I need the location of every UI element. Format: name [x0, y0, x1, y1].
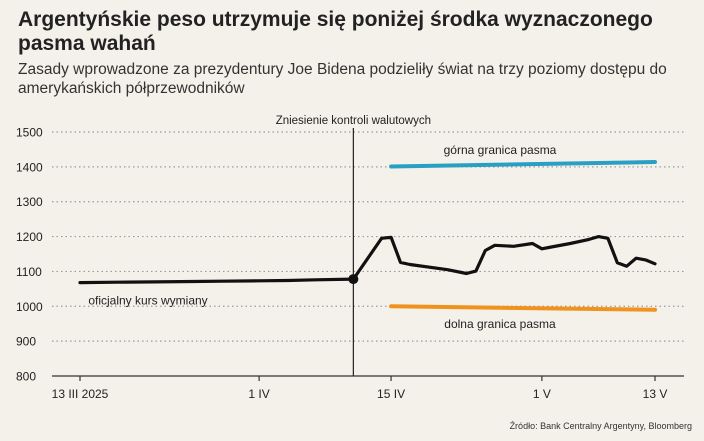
series-line-rate [78, 235, 657, 285]
y-tick-label: 1300 [16, 195, 43, 209]
y-tick-label: 1500 [16, 126, 43, 140]
chart-title: Argentyńskie peso utrzymuje się poniżej … [18, 8, 653, 55]
chart-subtitle: Zasady wprowadzone za prezydentury Joe B… [18, 61, 667, 97]
x-tick-label: 15 IV [377, 387, 405, 401]
x-tick-label: 13 III 2025 [52, 387, 109, 401]
x-axis: 13 III 2025 1 IV 15 IV 1 V 13 V [52, 375, 684, 401]
series-labels: oficjalny kurs wymiany górna granica pasm… [88, 143, 556, 331]
x-tick-label: 1 V [533, 387, 551, 401]
x-tick-label: 13 V [643, 387, 668, 401]
series-line-upper [389, 160, 657, 169]
annotation-label: Zniesienie kontroli walutowych [276, 115, 431, 127]
series-lines [78, 160, 657, 312]
grid-lines [52, 131, 684, 342]
y-tick-label: 1400 [16, 160, 43, 174]
y-tick-label: 1200 [16, 230, 43, 244]
y-tick-label: 800 [16, 370, 36, 384]
y-tick-label: 900 [16, 335, 36, 349]
annotation: Zniesienie kontroli walutowych [276, 115, 431, 376]
series-label-upper: górna granica pasma [444, 143, 557, 157]
x-tick-label: 1 IV [248, 387, 269, 401]
y-axis-ticks: 800 900 1000 1100 1200 1300 1400 1500 [16, 126, 43, 384]
annotation-marker [348, 274, 359, 285]
series-label-rate: oficjalny kurs wymiany [88, 294, 207, 308]
series-label-lower: dolna granica pasma [444, 317, 556, 331]
y-tick-label: 1100 [16, 265, 42, 279]
source-note: Źródło: Bank Centralny Argentyny, Bloomb… [509, 421, 692, 431]
series-line-lower [389, 304, 657, 312]
y-tick-label: 1000 [16, 300, 43, 314]
